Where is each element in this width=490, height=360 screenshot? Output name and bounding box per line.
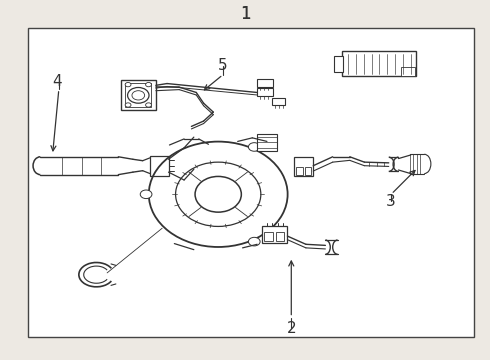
Bar bbox=[401, 67, 415, 76]
Text: 1: 1 bbox=[240, 5, 250, 23]
Bar bbox=[334, 56, 343, 72]
Circle shape bbox=[125, 103, 131, 107]
Bar bbox=[257, 88, 273, 96]
Circle shape bbox=[140, 190, 152, 199]
Bar bbox=[121, 80, 156, 111]
Bar bbox=[272, 98, 286, 105]
Text: 5: 5 bbox=[218, 58, 228, 73]
Text: 1: 1 bbox=[240, 5, 250, 23]
Circle shape bbox=[248, 237, 260, 246]
Bar bbox=[265, 232, 273, 241]
Bar bbox=[305, 167, 311, 175]
Bar bbox=[296, 167, 303, 175]
Text: 3: 3 bbox=[386, 194, 396, 209]
Bar bbox=[257, 79, 273, 87]
Text: 2: 2 bbox=[287, 321, 296, 336]
Text: 4: 4 bbox=[52, 74, 62, 89]
Bar bbox=[262, 226, 288, 243]
Bar bbox=[294, 157, 313, 176]
Circle shape bbox=[146, 82, 151, 87]
Circle shape bbox=[127, 87, 149, 103]
Bar bbox=[343, 51, 416, 76]
Bar bbox=[124, 83, 151, 108]
Circle shape bbox=[146, 103, 151, 107]
Circle shape bbox=[125, 82, 131, 87]
Bar bbox=[257, 134, 277, 152]
Bar bbox=[150, 156, 169, 176]
Bar bbox=[276, 232, 285, 241]
Bar bbox=[28, 28, 474, 337]
Circle shape bbox=[248, 143, 260, 151]
